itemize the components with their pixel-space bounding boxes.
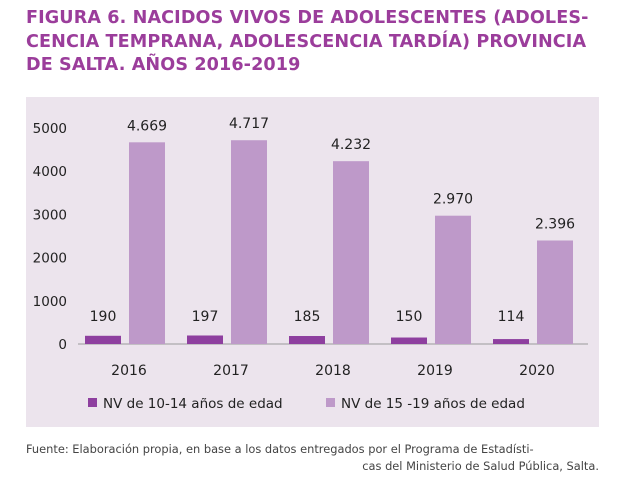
data-label-series-1: 150 <box>396 309 423 325</box>
source-note: Fuente: Elaboración propia, en base a lo… <box>26 441 599 475</box>
y-tick-label: 3000 <box>33 207 67 223</box>
bar-series-2 <box>435 215 471 344</box>
bar-chart: 0 1000 2000 3000 4000 5000 190 4.669 2016 197 4.71… <box>33 116 588 412</box>
source-note-line-2: cas del Ministerio de Salud Pública, Sal… <box>362 459 599 473</box>
bar-series-1 <box>391 337 427 344</box>
bar-series-2 <box>333 161 369 344</box>
x-tick-label: 2019 <box>417 363 453 379</box>
y-tick-label: 0 <box>58 337 67 353</box>
data-label-series-2: 2.970 <box>433 192 473 208</box>
chart-panel: 0 1000 2000 3000 4000 5000 190 4.669 2016 197 4.71… <box>26 97 599 427</box>
y-tick-label: 5000 <box>33 121 67 137</box>
data-label-series-2: 2.396 <box>535 216 575 232</box>
bar-series-2 <box>129 142 165 344</box>
data-label-series-2: 4.669 <box>127 118 167 134</box>
bar-series-1 <box>289 336 325 344</box>
legend-swatch-series-2 <box>326 398 335 407</box>
bar-series-1 <box>187 335 223 344</box>
bar-series-1 <box>493 339 529 344</box>
data-label-series-2: 4.717 <box>229 116 269 132</box>
y-tick-label: 4000 <box>33 164 67 180</box>
bar-series-2 <box>231 140 267 344</box>
x-tick-label: 2018 <box>315 363 351 379</box>
bar-series-1 <box>85 335 121 344</box>
legend-label-series-1: NV de 10-14 años de edad <box>103 396 283 412</box>
chart-title-line-3: DE SALTA. AÑOS 2016-2019 <box>26 55 301 75</box>
data-label-series-1: 185 <box>294 309 321 325</box>
data-label-series-1: 114 <box>498 309 525 325</box>
x-tick-label: 2017 <box>213 363 249 379</box>
legend-label-series-2: NV de 15 -19 años de edad <box>341 396 525 412</box>
y-tick-label: 2000 <box>33 251 67 267</box>
chart-title: FIGURA 6. NACIDOS VIVOS DE ADOLESCENTES … <box>26 7 606 78</box>
data-label-series-2: 4.232 <box>331 137 371 153</box>
chart-title-line-2: CENCIA TEMPRANA, ADOLESCENCIA TARDÍA) PR… <box>26 31 587 52</box>
data-label-series-1: 190 <box>90 309 117 325</box>
chart-title-line-1: FIGURA 6. NACIDOS VIVOS DE ADOLESCENTES … <box>26 8 589 28</box>
x-tick-label: 2020 <box>519 363 555 379</box>
legend-swatch-series-1 <box>88 398 97 407</box>
bar-series-2 <box>537 240 573 344</box>
data-label-series-1: 197 <box>192 309 219 325</box>
x-tick-label: 2016 <box>111 363 147 379</box>
source-note-line-1: Fuente: Elaboración propia, en base a lo… <box>26 442 534 456</box>
y-tick-label: 1000 <box>33 294 67 310</box>
